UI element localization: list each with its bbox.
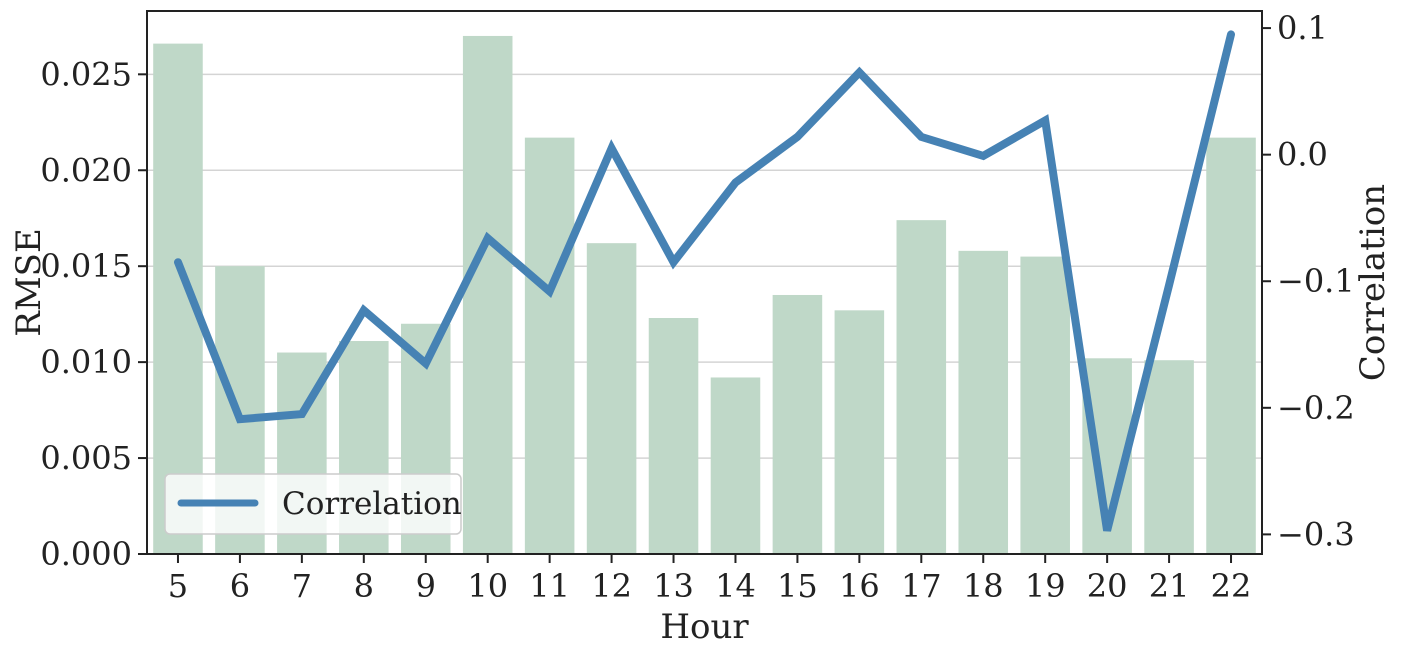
right-tick-label: 0.0 xyxy=(1277,136,1328,174)
bar xyxy=(524,137,575,554)
left-axis-ticks: 0.000 0.005 0.010 0.015 0.020 0.025 xyxy=(40,55,147,573)
correlation-line xyxy=(174,30,1235,532)
bar xyxy=(772,294,823,554)
left-tick-label: 0.025 xyxy=(40,55,132,93)
x-tick-label: 12 xyxy=(591,567,632,605)
bar xyxy=(710,377,761,554)
x-tick-label: 7 xyxy=(292,567,312,605)
x-tick-label: 6 xyxy=(230,567,250,605)
left-tick-label: 0.010 xyxy=(40,343,132,381)
x-tick-label: 18 xyxy=(963,567,1004,605)
bar xyxy=(462,35,513,554)
right-axis-ticks: −0.3 −0.2 −0.1 0.0 0.1 xyxy=(1262,9,1355,553)
correlation-series xyxy=(174,30,1235,532)
right-tick-label: −0.2 xyxy=(1277,389,1355,427)
x-tick-label: 20 xyxy=(1087,567,1128,605)
left-tick-label: 0.020 xyxy=(40,151,132,189)
x-tick-label: 10 xyxy=(467,567,508,605)
bar xyxy=(648,317,699,554)
x-axis-ticks: 5 6 7 8 9 10 11 12 13 14 15 16 17 18 19 20 21 22 xyxy=(168,554,1252,605)
right-axis-label: Correlation xyxy=(1353,184,1393,381)
x-axis-label: Hour xyxy=(660,607,749,647)
x-tick-label: 19 xyxy=(1025,567,1066,605)
bar xyxy=(896,220,947,554)
legend-label-correlation: Correlation xyxy=(282,486,462,522)
bar xyxy=(958,250,1009,554)
x-tick-label: 14 xyxy=(715,567,756,605)
x-tick-label: 17 xyxy=(901,567,942,605)
x-tick-label: 21 xyxy=(1149,567,1190,605)
x-tick-label: 22 xyxy=(1211,567,1252,605)
right-tick-label: −0.1 xyxy=(1277,262,1355,300)
left-tick-label: 0.015 xyxy=(40,247,132,285)
legend-box xyxy=(164,473,462,535)
bar xyxy=(1020,256,1070,554)
x-tick-label: 11 xyxy=(529,567,570,605)
x-tick-label: 16 xyxy=(839,567,880,605)
right-tick-label: −0.3 xyxy=(1277,515,1355,553)
bar xyxy=(1144,360,1194,554)
left-tick-label: 0.005 xyxy=(40,439,132,477)
bar xyxy=(834,310,885,554)
left-tick-label: 0.000 xyxy=(40,535,132,573)
x-tick-label: 5 xyxy=(168,567,188,605)
right-tick-label: 0.1 xyxy=(1277,9,1328,47)
x-tick-label: 13 xyxy=(653,567,694,605)
bar xyxy=(1206,137,1256,554)
bar xyxy=(586,243,637,554)
x-tick-label: 9 xyxy=(416,567,436,605)
legend: Correlation xyxy=(164,473,462,535)
left-axis-label: RMSE xyxy=(9,228,49,337)
x-tick-label: 8 xyxy=(354,567,374,605)
x-tick-label: 15 xyxy=(777,567,818,605)
plot-frame xyxy=(146,10,1263,555)
